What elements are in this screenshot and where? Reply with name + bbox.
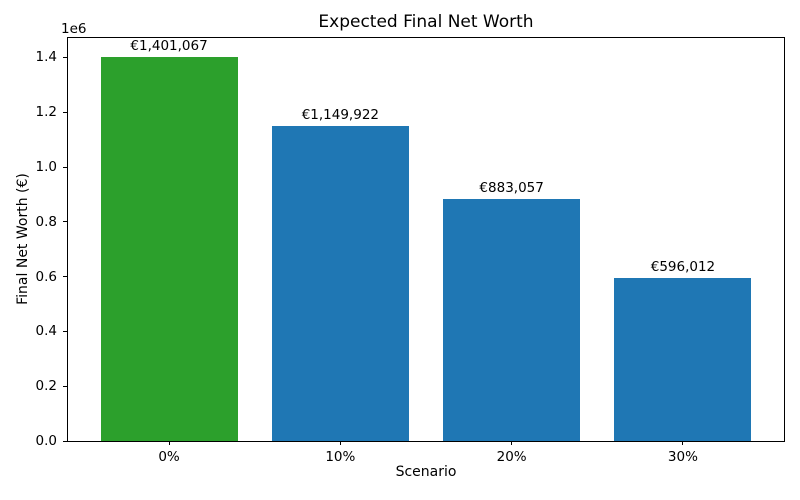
y-tick-mark — [63, 56, 67, 58]
bar-value-label: €1,149,922 — [301, 107, 379, 123]
y-tick-label: 0.0 — [35, 433, 57, 449]
bar-value-label: €1,401,067 — [130, 38, 208, 55]
y-tick-mark — [63, 276, 67, 278]
x-tick-label: 30% — [667, 449, 698, 465]
x-tick-mark — [682, 441, 684, 445]
y-tick-label: 0.6 — [35, 268, 57, 285]
x-tick-label: 10% — [325, 449, 356, 465]
y-tick-label: 0.4 — [35, 323, 57, 340]
x-tick-mark — [511, 441, 513, 445]
y-tick-mark — [63, 221, 67, 223]
bar — [443, 199, 581, 441]
x-tick-label: 20% — [496, 449, 527, 465]
y-tick-label: 1.4 — [35, 49, 57, 66]
x-axis-label: Scenario — [395, 464, 457, 480]
y-tick-mark — [63, 385, 67, 387]
y-axis-offset-text: 1e6 — [61, 21, 87, 37]
x-tick-label: 0% — [158, 449, 180, 465]
bar-value-label: €883,057 — [479, 180, 544, 197]
x-tick-mark — [339, 441, 341, 445]
y-tick-mark — [63, 166, 67, 168]
x-tick-mark — [168, 441, 170, 445]
y-tick-mark — [63, 111, 67, 113]
y-tick-label: 0.8 — [35, 213, 57, 230]
y-tick-mark — [63, 330, 67, 332]
y-axis-label: Final Net Worth (€) — [15, 173, 31, 305]
bar — [271, 126, 409, 441]
bar-value-label: €596,012 — [650, 258, 716, 275]
y-tick-label: 0.2 — [35, 378, 57, 395]
bar — [614, 277, 752, 441]
y-tick-label: 1.0 — [35, 159, 57, 176]
chart-title: Expected Final Net Worth — [318, 12, 534, 32]
y-tick-label: 1.2 — [35, 104, 57, 121]
bar — [100, 57, 238, 441]
plot-area: 0.0 0.2 0.4 0.6 0.8 1.0 1.2 1.4 €1,401,067 0% €1,1… — [36, 37, 785, 465]
y-tick-mark — [63, 440, 67, 442]
